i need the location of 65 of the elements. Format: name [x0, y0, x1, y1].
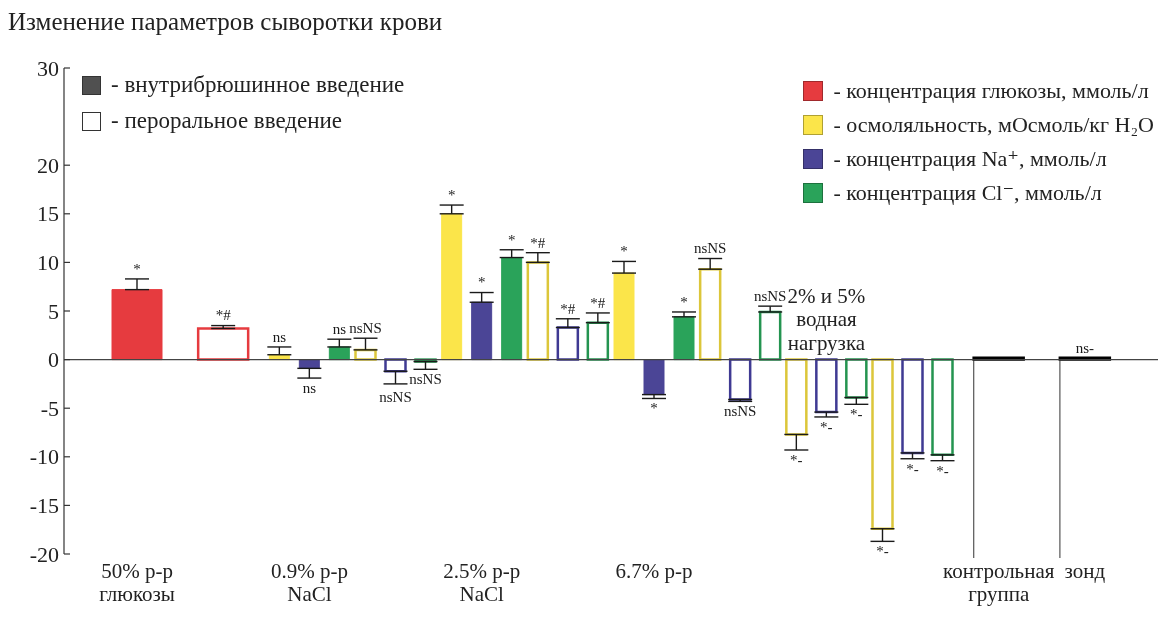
data-label: *	[447, 186, 456, 203]
y-tick-label: 5	[48, 298, 59, 324]
x-tick-label: 2.5% р-р NaCl	[443, 558, 521, 607]
y-tick-label: -10	[29, 444, 59, 470]
bar	[698, 267, 722, 361]
legend-label: - концентрация глюкозы, ммоль/л	[833, 78, 1149, 104]
data-label: ns	[302, 380, 317, 397]
bar	[1058, 356, 1112, 361]
bar	[972, 356, 1025, 361]
x-tick-label: 6.7% р-р	[615, 558, 693, 583]
y-tick-label: 15	[37, 201, 59, 227]
annotation: - внутрибрюшинное введение	[111, 72, 405, 98]
bar	[471, 301, 493, 361]
data-label: *-	[936, 462, 949, 479]
bar	[526, 261, 550, 361]
y-tick-label: 0	[48, 347, 59, 373]
data-label: *	[507, 231, 516, 248]
data-label: ns-	[1075, 339, 1095, 356]
y-tick-label: 20	[37, 152, 59, 178]
data-label: *#	[560, 300, 576, 317]
data-label: nsNS	[753, 288, 787, 305]
data-label: *-	[850, 406, 863, 423]
data-label: ns	[272, 328, 287, 345]
data-label: *-	[820, 418, 833, 435]
y-tick-label: -15	[29, 492, 59, 518]
bar	[643, 359, 665, 396]
data-label: nsNS	[693, 240, 727, 257]
bar	[613, 272, 635, 361]
data-label: *#	[530, 234, 546, 251]
bar	[673, 316, 695, 361]
data-label: *	[650, 400, 658, 417]
data-label: nsNS	[379, 389, 412, 406]
y-tick-label: -20	[29, 541, 59, 567]
chart-title: Изменение параметров сыворотки крови	[8, 8, 443, 36]
data-label: *-	[876, 543, 889, 560]
x-tick-label: контрольная группа	[943, 558, 1055, 607]
data-label: ns	[332, 321, 347, 338]
data-label: *	[620, 243, 628, 260]
data-label: *	[477, 274, 486, 291]
y-tick-label: -5	[40, 395, 59, 421]
data-label: *	[133, 260, 141, 277]
bar	[931, 358, 954, 457]
data-label: nsNS	[409, 371, 442, 388]
bar	[111, 289, 163, 361]
y-tick-label: 30	[37, 55, 59, 81]
data-label: *-	[906, 460, 919, 477]
y-tick-label: 10	[37, 249, 59, 275]
bar	[901, 358, 924, 455]
x-tick-label: 50% р-р глюкозы	[99, 558, 175, 607]
data-label: *-	[790, 452, 803, 468]
legend-label: - осмоляльность, мОсмоль/кг H₂O	[833, 112, 1154, 138]
bar	[871, 358, 894, 530]
bar	[441, 213, 463, 361]
legend-label: - концентрация Cl⁻, ммоль/л	[833, 180, 1102, 206]
legend-label: - концентрация Na⁺, ммоль/л	[833, 146, 1107, 172]
x-tick-label: 2% и 5% водная нагрузка	[787, 283, 866, 355]
data-label: nsNS	[349, 320, 382, 337]
data-label: *#	[590, 294, 606, 311]
data-label: *#	[215, 307, 232, 324]
annotation: - пероральное введение	[111, 108, 343, 134]
data-label: *	[680, 293, 688, 310]
x-tick-label: 0.9% р-р NaCl	[270, 558, 348, 607]
data-label: nsNS	[723, 403, 757, 420]
x-tick-label: зонд	[1064, 558, 1106, 583]
bar	[501, 257, 523, 361]
